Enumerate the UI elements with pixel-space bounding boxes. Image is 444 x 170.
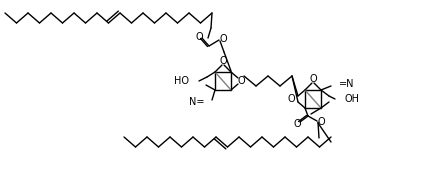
Text: O: O (309, 74, 317, 84)
Text: N=: N= (189, 97, 204, 107)
Text: O: O (195, 32, 203, 42)
Text: O: O (293, 119, 301, 129)
Text: OH: OH (344, 94, 359, 104)
Text: O: O (219, 56, 227, 66)
Text: O: O (317, 117, 325, 127)
Text: O: O (287, 94, 295, 104)
Text: O: O (237, 76, 245, 86)
Text: O: O (219, 34, 227, 44)
Text: =N: =N (339, 79, 354, 89)
Text: HO: HO (174, 76, 189, 86)
